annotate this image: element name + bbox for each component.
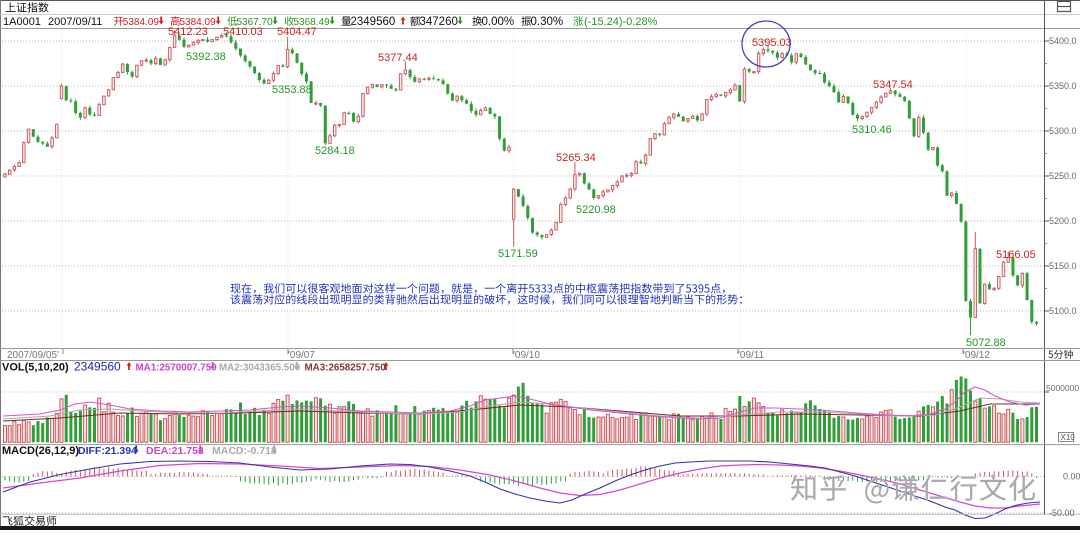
- svg-text:MA2:3043365.500: MA2:3043365.500: [219, 363, 301, 374]
- svg-text:2349560: 2349560: [351, 16, 396, 28]
- svg-text:5000000: 5000000: [1046, 383, 1079, 393]
- svg-text:5404.47: 5404.47: [277, 26, 317, 38]
- svg-text:5400.0: 5400.0: [1049, 36, 1077, 46]
- svg-text:1A0001: 1A0001: [3, 16, 41, 28]
- svg-text:VOL(5,10,20): VOL(5,10,20): [2, 362, 69, 374]
- svg-text:MA1:2570007.750: MA1:2570007.750: [136, 363, 218, 374]
- svg-text:2007/09/05': 2007/09/05': [7, 350, 59, 361]
- svg-text:5410.03: 5410.03: [223, 26, 263, 38]
- svg-text:5412.23: 5412.23: [168, 26, 208, 38]
- svg-text:X10: X10: [1061, 433, 1076, 442]
- svg-text:5395.03: 5395.03: [752, 37, 792, 49]
- svg-text:0.00%: 0.00%: [482, 16, 515, 28]
- svg-text:347260: 347260: [420, 16, 458, 28]
- svg-text:5150.0: 5150.0: [1049, 261, 1077, 271]
- svg-text:5347.54: 5347.54: [873, 79, 913, 91]
- svg-text:'09/12: '09/12: [963, 350, 990, 361]
- svg-text:DIFF:21.394: DIFF:21.394: [78, 445, 137, 457]
- svg-text:5220.98: 5220.98: [576, 204, 616, 216]
- svg-text:5100.0: 5100.0: [1049, 306, 1077, 316]
- svg-text:-50.00: -50.00: [1049, 508, 1075, 518]
- svg-text:2007/09/11: 2007/09/11: [48, 16, 102, 28]
- svg-text:'09/07: '09/07: [288, 350, 315, 361]
- svg-text:2349560: 2349560: [74, 360, 121, 374]
- svg-text:5200.0: 5200.0: [1049, 216, 1077, 226]
- svg-text:5310.46: 5310.46: [852, 124, 892, 136]
- svg-text:5350.0: 5350.0: [1049, 81, 1077, 91]
- svg-text:MACD(26,12,9): MACD(26,12,9): [2, 445, 79, 457]
- svg-text:(-15.24)-0.28%: (-15.24)-0.28%: [584, 16, 658, 28]
- svg-text:5367.70: 5367.70: [237, 17, 274, 28]
- svg-text:5166.05: 5166.05: [996, 249, 1036, 261]
- svg-text:5384.09: 5384.09: [180, 17, 217, 28]
- svg-text:'09/11: '09/11: [738, 350, 765, 361]
- svg-text:5265.34: 5265.34: [556, 152, 596, 164]
- svg-text:MACD:-0.718: MACD:-0.718: [212, 445, 277, 457]
- svg-text:5377.44: 5377.44: [378, 52, 418, 64]
- svg-text:5384.09: 5384.09: [123, 17, 160, 28]
- svg-text:DEA:21.753: DEA:21.753: [146, 445, 204, 457]
- svg-text:0.30%: 0.30%: [531, 16, 564, 28]
- svg-text:5368.49: 5368.49: [294, 17, 331, 28]
- svg-text:5072.88: 5072.88: [966, 337, 1006, 349]
- svg-text:5353.88: 5353.88: [272, 84, 312, 96]
- svg-text:MA3:2658257.750: MA3:2658257.750: [305, 363, 387, 374]
- svg-text:5250.0: 5250.0: [1049, 171, 1077, 181]
- svg-text:5171.59: 5171.59: [498, 248, 538, 260]
- svg-text:5300.0: 5300.0: [1049, 126, 1077, 136]
- svg-text:'09/10: '09/10: [513, 350, 540, 361]
- svg-text:0.00: 0.00: [1063, 472, 1080, 482]
- svg-text:5284.18: 5284.18: [315, 145, 355, 157]
- svg-text:5392.38: 5392.38: [186, 51, 226, 63]
